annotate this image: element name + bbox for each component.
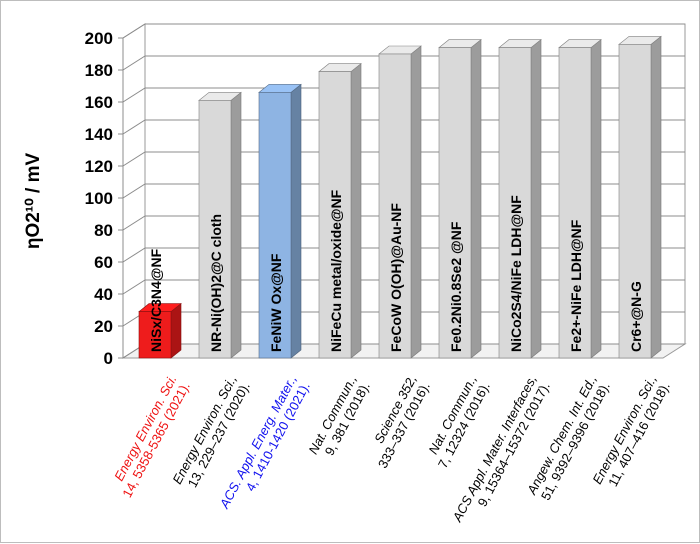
bar-category-label: NR-Ni(OH)2@C cloth: [208, 214, 224, 352]
bar-front: [438, 47, 472, 359]
bar: [618, 35, 662, 359]
bar-category-label: FeNiW Ox@NF: [268, 253, 284, 352]
bar-category-label: NiCo2S4/NiFe LDH@NF: [508, 195, 524, 352]
y-tick-label: 180: [85, 61, 113, 80]
bar-category-label: Cr6+@N-G: [628, 281, 644, 352]
bar-front: [318, 71, 352, 359]
y-tick-labels: 0 20 40 60 80 100 120 140 160 180 200: [85, 29, 113, 368]
bar: [138, 302, 182, 359]
gridline: [122, 23, 685, 39]
reference-label: Nat. Commun.,9, 381 (2018).: [305, 372, 373, 463]
bar-side: [170, 302, 182, 359]
bar: [558, 38, 602, 359]
y-tick-label: 20: [94, 317, 113, 336]
bar-front: [618, 44, 652, 359]
y-tick-label: 0: [104, 349, 113, 368]
bar-front: [198, 100, 232, 359]
y-tick-label: 160: [85, 93, 113, 112]
y-axis-label: ηO2¹⁰ / mV: [23, 153, 44, 250]
y-tick-label: 100: [85, 189, 113, 208]
bar: [378, 45, 422, 359]
bar-front: [498, 47, 532, 359]
bar-front: [258, 92, 292, 359]
bar-side: [350, 62, 362, 359]
bar-category-label: NiSx/C3N4@NF: [148, 248, 164, 352]
y-tick-label: 40: [94, 285, 113, 304]
bar: [258, 83, 302, 359]
bar-side: [650, 35, 662, 359]
bar-side: [230, 91, 242, 359]
bar-front: [138, 311, 172, 359]
bar: [498, 38, 542, 359]
bar: [198, 91, 242, 359]
bar-category-label: Fe0.2Ni0.8Se2 @NF: [448, 221, 464, 352]
y-tick-label: 200: [85, 29, 113, 48]
bar: [438, 38, 482, 359]
reference-labels: Energy Environ. Sci.14, 5358-5365 (2021)…: [111, 372, 673, 525]
y-tick-label: 80: [94, 221, 113, 240]
bar-side: [530, 38, 542, 359]
bar-side: [470, 38, 482, 359]
bar-front: [558, 47, 592, 359]
y-tick-label: 140: [85, 125, 113, 144]
bar-side: [290, 83, 302, 359]
bar-front: [378, 53, 412, 359]
bar-labels: NiSx/C3N4@NF NR-Ni(OH)2@C cloth FeNiW Ox@N…: [148, 189, 644, 352]
bar-side: [410, 45, 422, 359]
bar-category-label: FeCoW O(OH)@Au-NF: [388, 203, 404, 352]
bar-category-label: Fe2+-NiFe LDH@NF: [568, 219, 584, 352]
bar-category-label: NiFeCu metal/oxide@NF: [328, 189, 344, 352]
bar-side: [590, 38, 602, 359]
bars: [138, 35, 662, 359]
y-tick-label: 120: [85, 157, 113, 176]
bar: [318, 62, 362, 359]
y-tick-label: 60: [94, 253, 113, 272]
